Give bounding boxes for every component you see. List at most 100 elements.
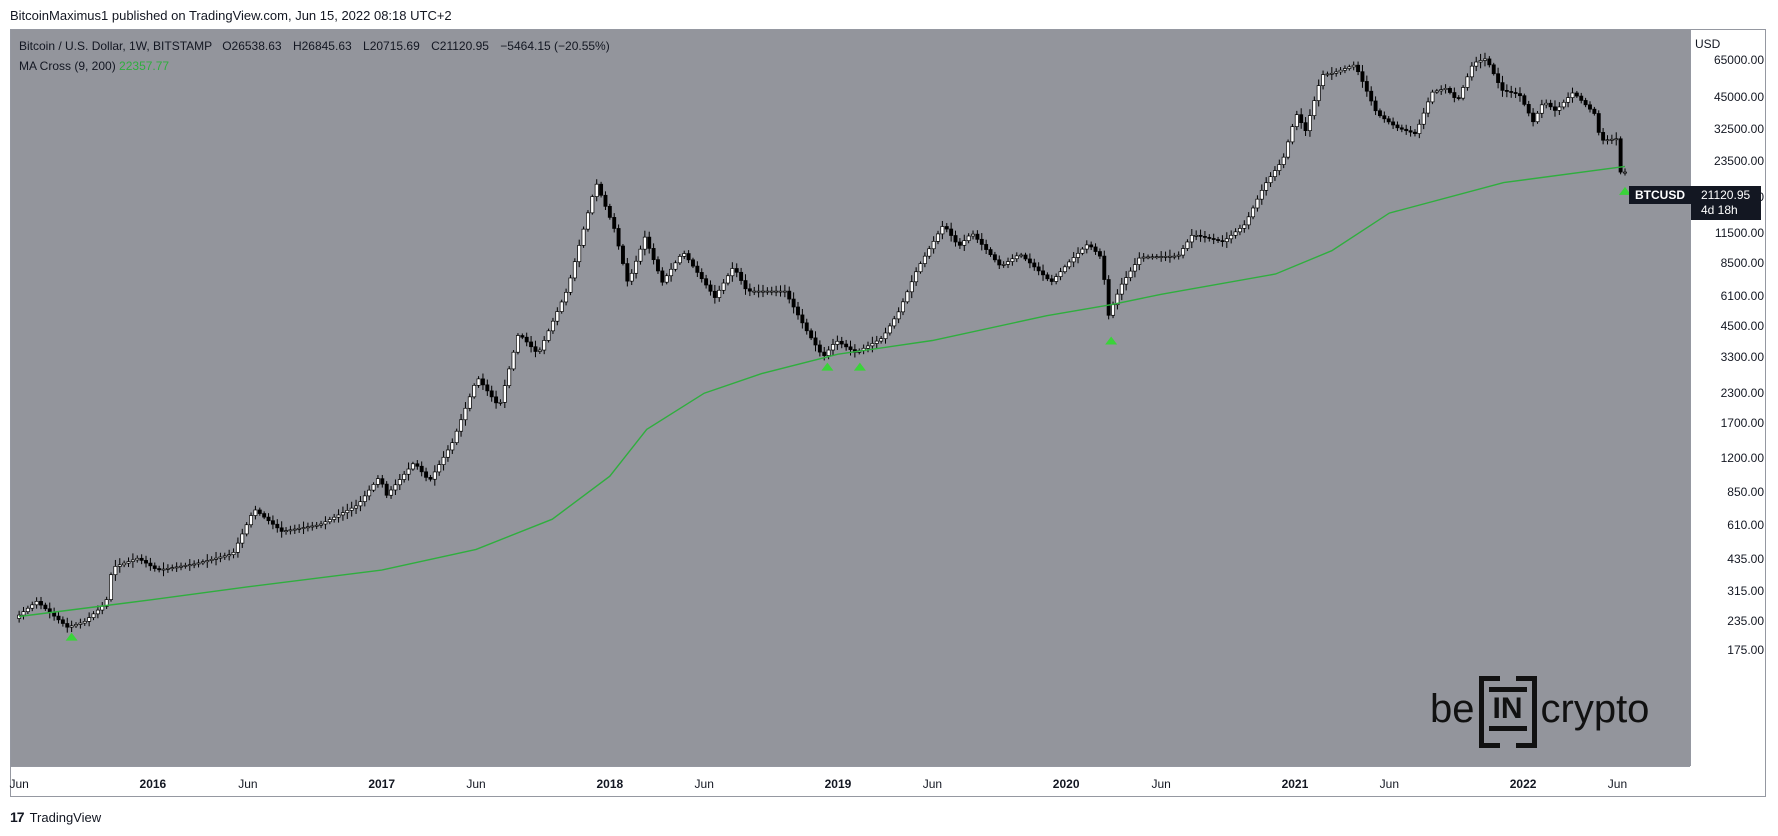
candle-body [1032,262,1037,268]
candle-body [21,611,26,616]
candle-body [625,263,630,282]
candle-body [699,272,704,280]
candle-body [817,344,822,353]
axis-currency: USD [1695,37,1721,51]
candle-body [1202,236,1207,238]
candle-body [1592,108,1597,114]
candle-body [577,245,582,263]
candle-body [1312,100,1317,116]
candle-body [1006,261,1010,265]
candle-body [734,268,739,273]
candle-body [1189,235,1194,243]
candle-body [1391,121,1396,126]
candle-body [1272,170,1277,177]
candle-body [1111,304,1115,316]
candle-body [1413,131,1417,134]
y-tick-label: 23500.00 [1713,154,1764,169]
candle-body [43,604,48,610]
candle-body [297,527,302,530]
candle-body [218,556,223,559]
price-axis[interactable] [1690,30,1765,766]
candle-body [1461,87,1466,99]
candle-body [1062,266,1067,273]
price-chart[interactable] [11,30,1690,766]
y-tick-label: 1700.00 [1720,416,1764,431]
candle-body [551,320,555,332]
candle-body [1019,254,1024,257]
y-tick-label: 235.00 [1727,613,1764,628]
candle-body [1386,118,1391,123]
candle-body [1229,234,1234,240]
candle-body [835,340,840,345]
time-axis[interactable] [11,766,1690,796]
candle-body [249,515,253,526]
candle-body [1251,207,1256,218]
candle-body [1259,189,1264,200]
candle-body [30,604,35,609]
candle-body [78,622,83,625]
candle-body [621,245,625,264]
candle-body [586,212,590,230]
candle-body [165,567,170,570]
candle-body [1605,139,1610,142]
close-value: 21120.95 [439,39,489,53]
candle-body [717,289,722,298]
candle-body [905,291,910,303]
candle-body [769,290,774,293]
open-value: 26538.63 [231,39,282,53]
candle-body [1216,239,1221,241]
candle-body [1360,71,1365,82]
candle-body [524,336,529,343]
open-label: O [222,39,232,53]
candle-body [1198,234,1203,237]
symbol-tag: BTCUSD [1629,186,1691,204]
candle-body [761,290,765,293]
candle-body [1233,231,1238,236]
candle-body [901,301,905,313]
candle-body [69,625,74,628]
candle-body [594,183,599,197]
candle-body [170,567,175,569]
candle-body [113,566,118,576]
candle-body [1084,244,1089,250]
candle-body [1325,73,1330,76]
candle-body [516,335,520,353]
candle-body [314,524,319,527]
candle-body [1010,258,1015,262]
candle-body [1211,238,1216,240]
y-tick-label: 175.00 [1727,643,1764,657]
ma-value: 22357.77 [119,59,170,73]
high-label: H [292,39,302,53]
y-tick-label: 32500.00 [1713,122,1764,137]
footer[interactable]: 17 TradingView [10,809,101,825]
candle-body [284,530,288,532]
candle-body [1430,91,1435,103]
candle-body [537,349,542,352]
candle-body [831,344,835,351]
candle-body [1067,261,1072,268]
candle-body [1316,85,1321,101]
candle-body [262,513,267,518]
candle-body [1553,106,1557,111]
candle-body [962,240,967,246]
candle-body [1159,256,1164,258]
candle-body [275,523,280,529]
candle-body [1469,65,1474,78]
candle-body [393,484,398,491]
candle-body [371,484,376,491]
candle-body [1299,114,1304,124]
candle-body [704,278,709,286]
candle-body [1137,257,1142,265]
candle-body [279,527,284,532]
plot-area[interactable] [11,30,1690,766]
high-value: 26845.63 [301,39,352,53]
candle-body [148,562,153,567]
candle-body [782,290,787,293]
candle-body [555,311,560,322]
candle-body [1163,256,1168,258]
x-tick-label: 2018 [596,777,624,791]
candle-body [82,621,87,624]
candle-body [1448,88,1452,93]
candle-body [638,248,643,262]
candle-body [647,236,652,249]
